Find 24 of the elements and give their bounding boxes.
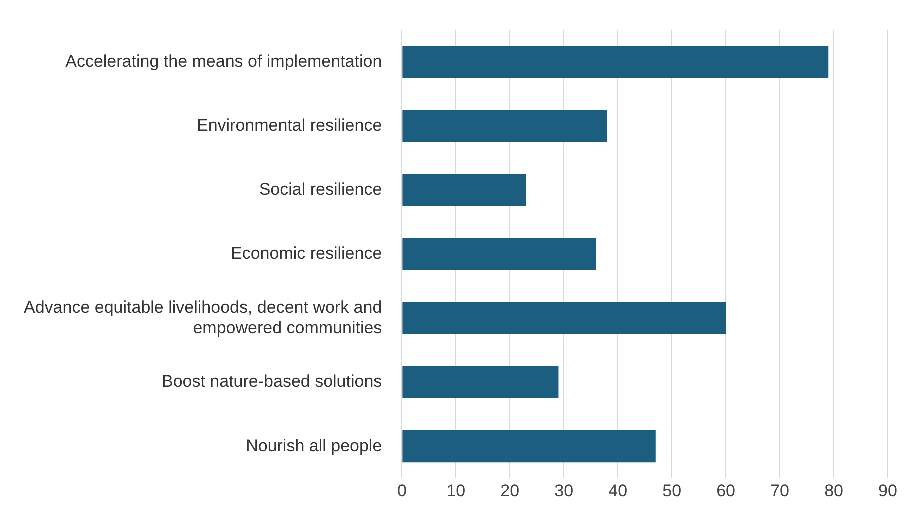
x-tick-label: 20 [500,481,520,500]
bar [402,302,726,334]
x-tick-label: 0 [397,481,407,500]
bar [402,430,656,463]
bar [402,366,559,399]
y-tick-label: Social resilience [259,180,382,200]
x-tick-label: 80 [824,481,844,500]
x-tick-label: 50 [662,481,682,500]
y-tick-label: Advance equitable livelihoods, decent work and empowered communities [24,298,382,338]
y-tick-label: Economic resilience [230,244,382,264]
y-tick-label: Accelerating the means of implementation [66,52,382,71]
bar [402,110,608,142]
y-tick-label: Boost nature-based solutions [162,372,382,392]
x-tick-label: 10 [446,481,466,500]
x-tick-label: 30 [554,481,574,500]
x-tick-label: 60 [716,481,736,500]
x-tick-label: 70 [770,481,790,500]
bar [402,46,829,78]
y-tick-label: Nourish all people [246,436,382,456]
x-tick-label: 40 [608,481,628,500]
bar [402,174,526,206]
y-tick-label: Environmental resilience [196,116,382,135]
bar [402,238,597,270]
x-tick-label: 90 [878,481,898,500]
